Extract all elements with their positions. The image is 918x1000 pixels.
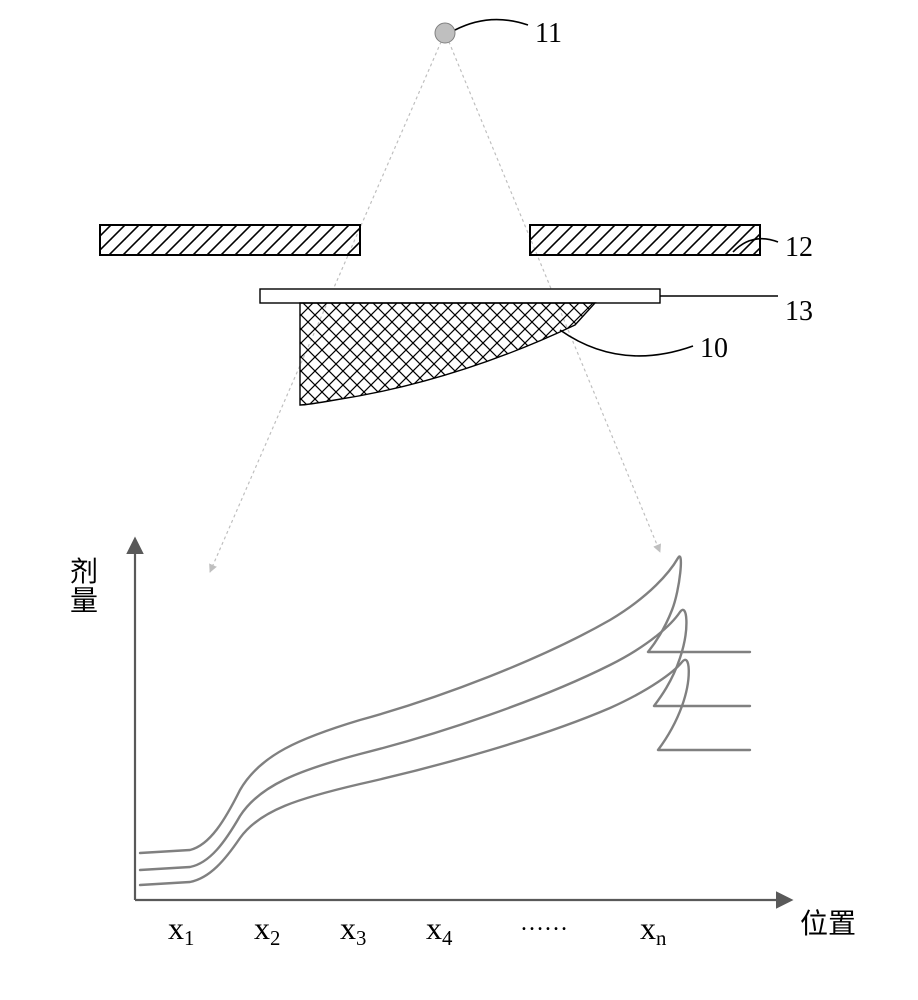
dose-curve (140, 556, 750, 853)
source-dot (435, 23, 455, 43)
dose-curve (140, 610, 750, 870)
collimator (100, 225, 760, 255)
label-11: 11 (535, 18, 562, 50)
label-13: 13 (785, 296, 813, 328)
carrier-plate (260, 289, 660, 303)
label-10: 10 (700, 333, 728, 365)
x-ticks: x1x2x3x4……xn (168, 910, 512, 951)
y-axis-label: 剂量 (70, 558, 98, 617)
wedge-shape (300, 303, 595, 405)
dose-chart (135, 540, 790, 900)
x-axis-label: 位置 (800, 902, 856, 942)
diagram-svg (0, 0, 918, 1000)
figure-root: 11 12 13 10 剂量 位置 x1x2x3x4……xn (0, 0, 918, 1000)
label-12: 12 (785, 232, 813, 264)
